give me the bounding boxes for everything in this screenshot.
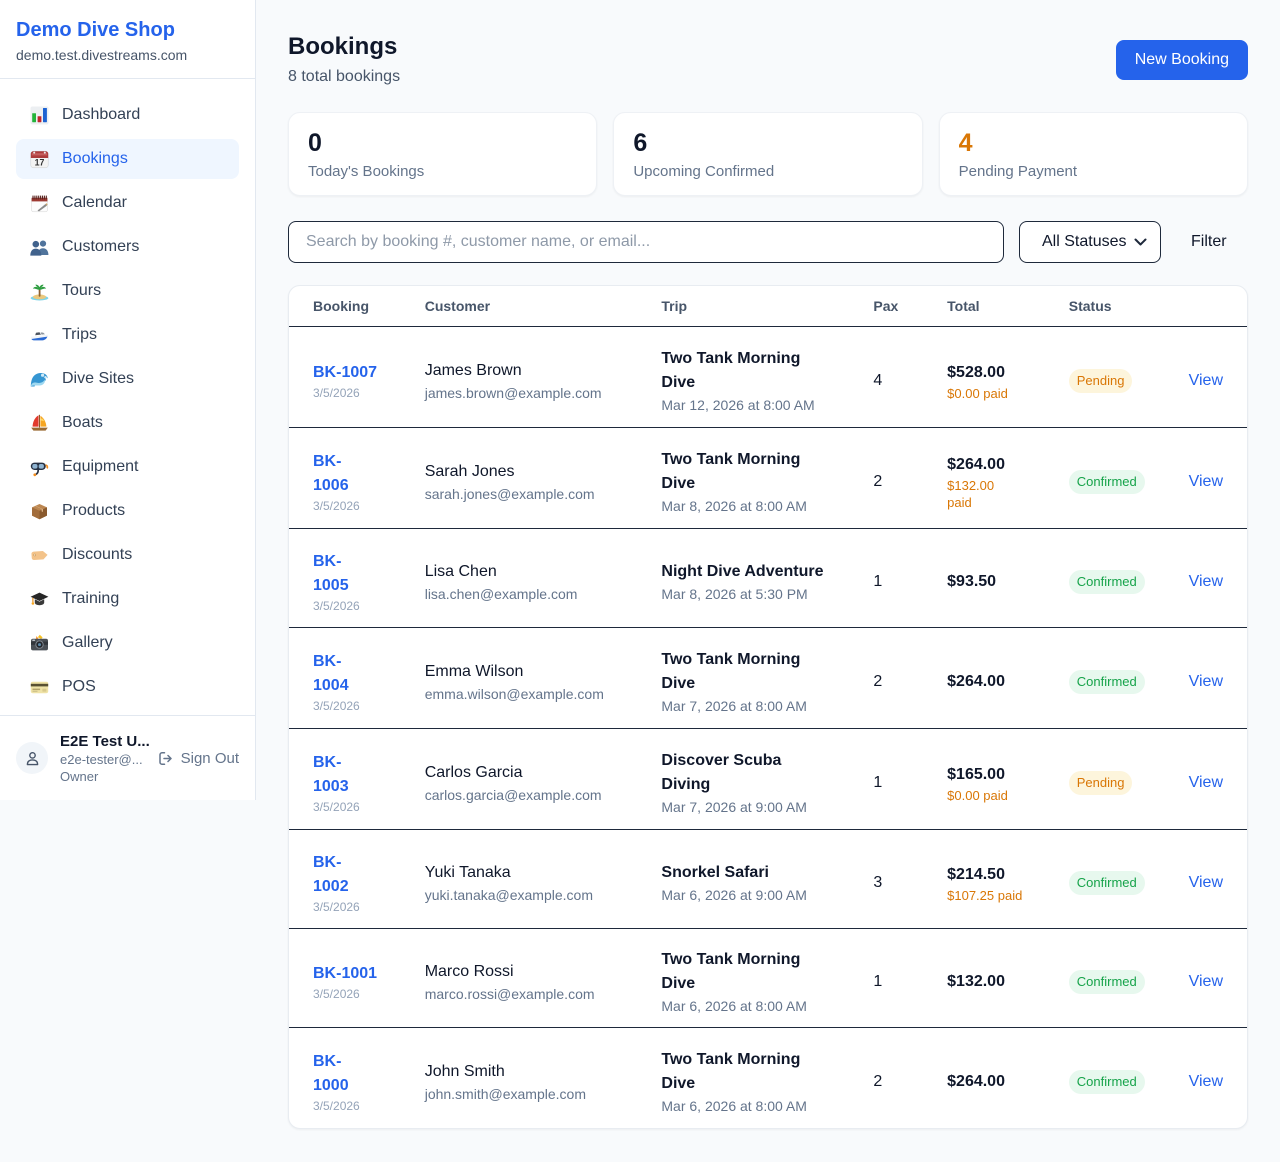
svg-text:17: 17	[35, 157, 45, 167]
